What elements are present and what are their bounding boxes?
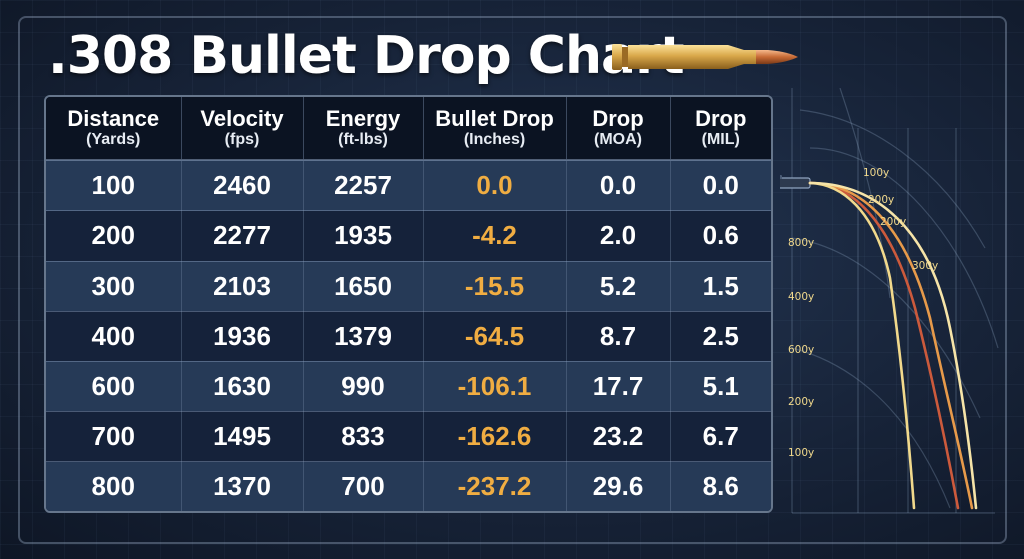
table-row: 400 1936 1379 -64.5 8.7 2.5 xyxy=(46,311,771,362)
table-cell: 6.7 xyxy=(670,411,771,463)
table-cell: 200 xyxy=(46,210,182,262)
trajectory-curve-yellow xyxy=(808,181,916,510)
table-cell: 100 xyxy=(46,160,182,212)
table-row: 200 2277 1935 -4.2 2.0 0.6 xyxy=(46,210,771,262)
column-header: Drop (MOA) xyxy=(566,97,671,161)
outer-frame xyxy=(18,16,1007,544)
table-cell: -162.6 xyxy=(423,411,567,463)
table-cell: 8.6 xyxy=(670,461,771,511)
table-cell: 0.0 xyxy=(423,160,567,212)
table-cell: 8.7 xyxy=(566,311,671,362)
column-header: Drop (MIL) xyxy=(670,97,771,161)
table-cell: 29.6 xyxy=(566,461,671,511)
table-row: 700 1495 833 -162.6 23.2 6.7 xyxy=(46,411,771,463)
table-row: 800 1370 700 -237.2 29.6 8.6 xyxy=(46,461,771,511)
table-cell: 0.0 xyxy=(566,160,671,212)
trajectory-curve-red xyxy=(808,181,960,510)
header-name: Energy xyxy=(325,106,401,131)
column-header: Energy (ft-lbs) xyxy=(303,97,424,161)
table-cell: 5.2 xyxy=(566,261,671,312)
trajectory-diagram: 800y 400y 600y 200y 100y 100y 200y 200y 300y xyxy=(780,88,999,514)
table-cell: 1.5 xyxy=(670,261,771,312)
table-cell: 1650 xyxy=(303,261,424,312)
header-unit: (ft-lbs) xyxy=(338,131,388,148)
table-cell: -237.2 xyxy=(423,461,567,511)
header-name: Distance xyxy=(67,106,160,131)
trajectory-label: 100y xyxy=(788,447,814,459)
table-cell: 800 xyxy=(46,461,182,511)
table-cell: 0.0 xyxy=(670,160,771,212)
trajectory-label: 600y xyxy=(788,344,814,356)
header-name: Bullet Drop xyxy=(435,106,554,131)
table-cell: 1379 xyxy=(303,311,424,362)
table-cell: 23.2 xyxy=(566,411,671,463)
header-name: Velocity xyxy=(200,106,284,131)
trajectory-label: 200y xyxy=(880,216,906,228)
table-cell: 833 xyxy=(303,411,424,463)
table-cell: 600 xyxy=(46,361,182,412)
table-cell: 5.1 xyxy=(670,361,771,412)
table-cell: 2.5 xyxy=(670,311,771,362)
table-cell: 700 xyxy=(303,461,424,511)
trajectory-label: 200y xyxy=(788,396,814,408)
table-cell: 1935 xyxy=(303,210,424,262)
table-cell: 990 xyxy=(303,361,424,412)
trajectory-label: 400y xyxy=(788,291,814,303)
header-name: Drop xyxy=(592,106,644,131)
column-header: Bullet Drop (Inches) xyxy=(423,97,567,161)
header-name: Drop xyxy=(695,106,747,131)
table-row: 300 2103 1650 -15.5 5.2 1.5 xyxy=(46,261,771,312)
table-cell: 2460 xyxy=(181,160,304,212)
trajectory-curve-light xyxy=(808,181,978,510)
table-cell: 2.0 xyxy=(566,210,671,262)
trajectory-curve-orange xyxy=(808,181,974,510)
drop-table: Distance (Yards) Velocity (fps) Energy (ft-… xyxy=(44,95,773,513)
table-cell: -15.5 xyxy=(423,261,567,312)
table-row: 100 2460 2257 0.0 0.0 0.0 xyxy=(46,160,771,212)
trajectory-label: 800y xyxy=(788,237,814,249)
column-header: Distance (Yards) xyxy=(46,97,182,161)
header-unit: (Yards) xyxy=(86,131,141,148)
table-cell: 17.7 xyxy=(566,361,671,412)
bullet-cartridge-icon xyxy=(612,44,798,70)
table-cell: -64.5 xyxy=(423,311,567,362)
trajectory-label: 200y xyxy=(868,194,894,206)
table-row: 600 1630 990 -106.1 17.7 5.1 xyxy=(46,361,771,412)
table-cell: 700 xyxy=(46,411,182,463)
rifle-barrel-icon xyxy=(780,175,811,189)
header-row: Distance (Yards) Velocity (fps) Energy (ft-… xyxy=(46,97,771,161)
trajectory-label: 300y xyxy=(912,260,938,272)
table-cell: -106.1 xyxy=(423,361,567,412)
header-unit: (MIL) xyxy=(701,131,740,148)
header-unit: (fps) xyxy=(224,131,260,148)
table-cell: 1495 xyxy=(181,411,304,463)
table-cell: 1630 xyxy=(181,361,304,412)
table-cell: 1936 xyxy=(181,311,304,362)
header-unit: (MOA) xyxy=(594,131,642,148)
table-cell: 2103 xyxy=(181,261,304,312)
table-cell: 2257 xyxy=(303,160,424,212)
table-cell: 2277 xyxy=(181,210,304,262)
page-title: .308 Bullet Drop Chart xyxy=(48,26,685,86)
table-cell: -4.2 xyxy=(423,210,567,262)
table-cell: 300 xyxy=(46,261,182,312)
table-cell: 0.6 xyxy=(670,210,771,262)
table-cell: 400 xyxy=(46,311,182,362)
header-unit: (Inches) xyxy=(463,131,526,148)
column-header: Velocity (fps) xyxy=(181,97,304,161)
trajectory-label: 100y xyxy=(863,167,889,179)
table-cell: 1370 xyxy=(181,461,304,511)
